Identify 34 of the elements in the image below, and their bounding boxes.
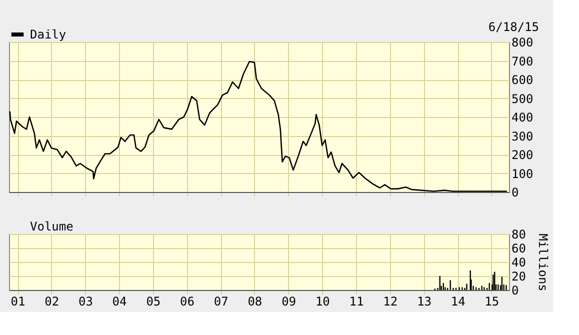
y-tick-label: 100 [512, 166, 534, 181]
y-tick-label: 300 [512, 129, 534, 144]
y-tick-label: 700 [512, 54, 534, 68]
text: Volume [30, 220, 74, 234]
x-tick-label: 06 [180, 294, 194, 308]
y-tick-label: 600 [512, 73, 534, 87]
line-series [9, 60, 508, 192]
x-tick-label: 12 [383, 294, 398, 308]
y-tick-label: 0 [512, 284, 519, 298]
x-tick-label: 13 [417, 294, 432, 308]
y-tick-label: 60 [512, 242, 526, 256]
x-tick-label: 05 [146, 294, 161, 308]
y-tick-label: 500 [512, 92, 534, 106]
y-tick-label: 40 [512, 256, 526, 270]
x-tick-label: 02 [44, 294, 60, 308]
x-tick-label: 11 [349, 294, 364, 308]
x-tick-label: 01 [10, 294, 26, 308]
y-axis-title: Millions [536, 234, 550, 292]
y-tick-label: 80 [512, 228, 526, 242]
legend-label: Daily [30, 28, 66, 42]
y-tick-label: 0 [512, 186, 519, 200]
y-tick-label: 800 [512, 36, 534, 50]
x-tick-label: 15 [484, 294, 500, 308]
y-tick-label: 400 [512, 110, 534, 124]
x-tick-label: 14 [450, 294, 466, 308]
x-tick-label: 07 [214, 294, 228, 308]
x-tick-label: 03 [78, 294, 93, 308]
x-tick-label: 08 [248, 294, 262, 308]
x-tick-label: 04 [112, 294, 127, 308]
x-tick-label: 10 [315, 294, 330, 308]
y-tick-label: 200 [512, 148, 534, 162]
text: 6/18/15 [488, 20, 539, 34]
y-tick-label: 20 [512, 270, 526, 284]
x-tick-label: 09 [282, 294, 296, 308]
